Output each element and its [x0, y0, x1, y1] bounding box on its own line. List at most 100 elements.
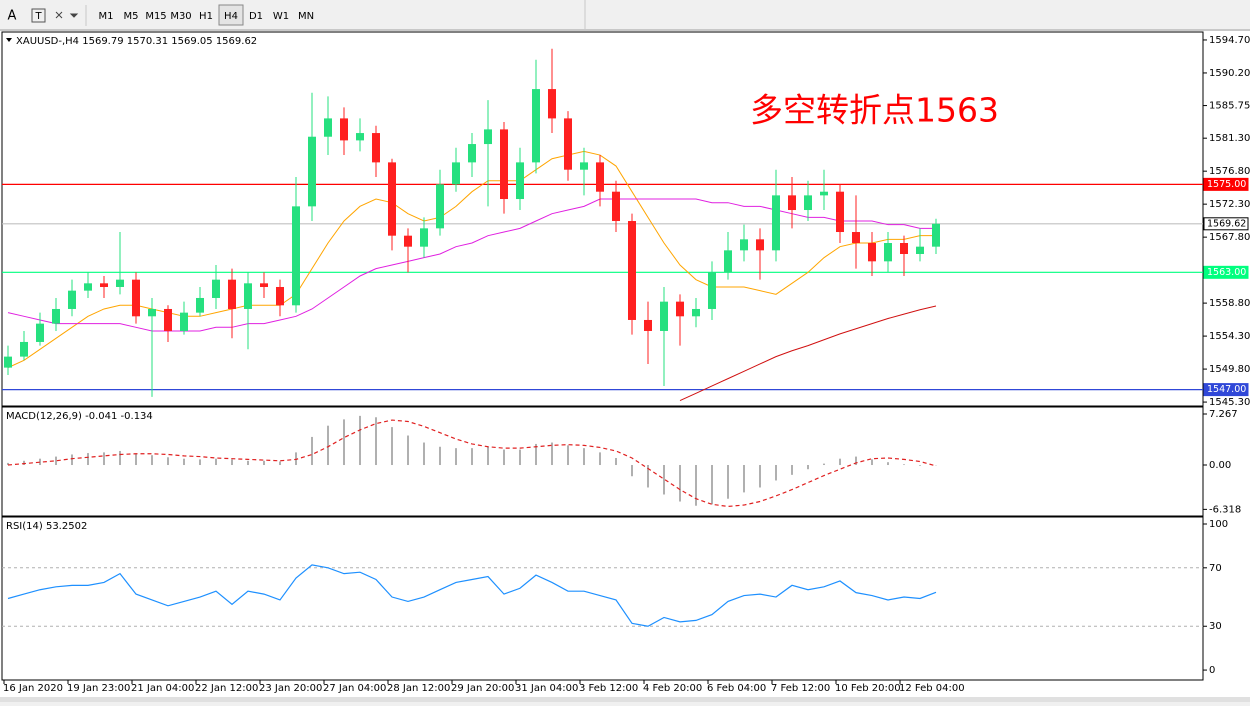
macd-bar: [279, 462, 281, 466]
timeframe-button[interactable]: MN: [298, 11, 314, 22]
y-tick-label: 1549.80: [1209, 364, 1250, 375]
macd-bar: [919, 465, 921, 466]
macd-bar: [631, 465, 633, 476]
timeframe-button[interactable]: M30: [170, 11, 191, 22]
candle-body: [324, 118, 332, 136]
macd-bar: [503, 450, 505, 465]
candle-body: [308, 137, 316, 207]
y-tick-label: -6.318: [1209, 504, 1241, 515]
macd-bar: [423, 443, 425, 465]
macd-bar: [263, 461, 265, 465]
y-tick-label: 30: [1209, 621, 1222, 632]
x-tick-label: 19 Jan 23:00: [67, 683, 130, 694]
candle-body: [756, 239, 764, 250]
candle-body: [644, 320, 652, 331]
candle-body: [388, 162, 396, 235]
timeframe-button[interactable]: M1: [99, 11, 114, 22]
candle-body: [196, 298, 204, 313]
macd-bar: [567, 445, 569, 465]
timeframe-button[interactable]: W1: [273, 11, 289, 22]
candle-body: [36, 324, 44, 342]
candle-body: [852, 232, 860, 243]
macd-bar: [711, 465, 713, 504]
timeframe-button[interactable]: D1: [249, 11, 263, 22]
x-tick-label: 6 Feb 04:00: [707, 683, 766, 694]
chart-area: [0, 31, 1250, 697]
macd-bar: [183, 459, 185, 465]
macd-bar: [583, 448, 585, 465]
candle-body: [20, 342, 28, 357]
x-tick-label: 27 Jan 04:00: [323, 683, 386, 694]
candle-body: [468, 144, 476, 162]
y-tick-label: 100: [1209, 519, 1228, 530]
candle-body: [740, 239, 748, 250]
candle-body: [484, 129, 492, 144]
candle-body: [52, 309, 60, 324]
candle-body: [660, 302, 668, 331]
timeframe-button[interactable]: H4: [224, 11, 238, 22]
macd-bar: [55, 457, 57, 465]
candle-body: [548, 89, 556, 118]
macd-bar: [695, 465, 697, 506]
candle-body: [868, 243, 876, 261]
candle-body: [708, 272, 716, 309]
timeframe-button[interactable]: M15: [145, 11, 166, 22]
macd-bar: [727, 465, 729, 499]
y-tick-label: 0: [1209, 665, 1215, 676]
candle-body: [164, 309, 172, 331]
font-tool[interactable]: A: [8, 9, 17, 24]
macd-bar: [327, 426, 329, 465]
macd-bar: [599, 452, 601, 465]
macd-bar: [23, 461, 25, 465]
candle-body: [836, 192, 844, 232]
candle-body: [452, 162, 460, 184]
candle-body: [292, 206, 300, 305]
level-tag-label: 1575.00: [1207, 179, 1246, 190]
level-tag-label: 1547.00: [1207, 384, 1246, 395]
macd-bar: [215, 459, 217, 465]
macd-bar: [823, 464, 825, 465]
x-tick-label: 28 Jan 12:00: [387, 683, 450, 694]
macd-bar: [775, 465, 777, 480]
macd-bar: [231, 459, 233, 465]
timeframe-button[interactable]: H1: [199, 11, 213, 22]
macd-bar: [407, 436, 409, 465]
candle-body: [692, 309, 700, 316]
macd-bar: [167, 457, 169, 465]
y-tick-label: 70: [1209, 563, 1222, 574]
macd-bar: [679, 465, 681, 502]
macd-bar: [871, 459, 873, 465]
macd-bar: [199, 459, 201, 465]
macd-bar: [471, 448, 473, 465]
y-tick-label: 1581.30: [1209, 133, 1250, 144]
candle-body: [68, 291, 76, 309]
macd-bar: [343, 419, 345, 465]
candle-body: [772, 195, 780, 250]
y-tick-label: 1554.30: [1209, 331, 1250, 342]
x-tick-label: 22 Jan 12:00: [195, 683, 258, 694]
candle-body: [724, 250, 732, 272]
macd-bar: [887, 462, 889, 465]
macd-bar: [135, 454, 137, 465]
macd-bar: [375, 417, 377, 465]
candle-body: [260, 283, 268, 287]
text-tool[interactable]: T: [34, 11, 42, 22]
macd-bar: [439, 447, 441, 465]
macd-bar: [119, 451, 121, 465]
candle-body: [788, 195, 796, 210]
candle-body: [116, 280, 124, 287]
macd-bar: [519, 450, 521, 465]
macd-bar: [87, 453, 89, 465]
candle-body: [404, 236, 412, 247]
macd-bar: [791, 465, 793, 475]
macd-bar: [903, 464, 905, 465]
candle-body: [148, 309, 156, 316]
macd-bar: [103, 452, 105, 465]
macd-bar: [807, 465, 809, 469]
candle-body: [244, 283, 252, 309]
y-tick-label: 1576.80: [1209, 166, 1250, 177]
x-tick-label: 3 Feb 12:00: [579, 683, 638, 694]
candle-body: [564, 118, 572, 169]
timeframe-button[interactable]: M5: [124, 11, 139, 22]
